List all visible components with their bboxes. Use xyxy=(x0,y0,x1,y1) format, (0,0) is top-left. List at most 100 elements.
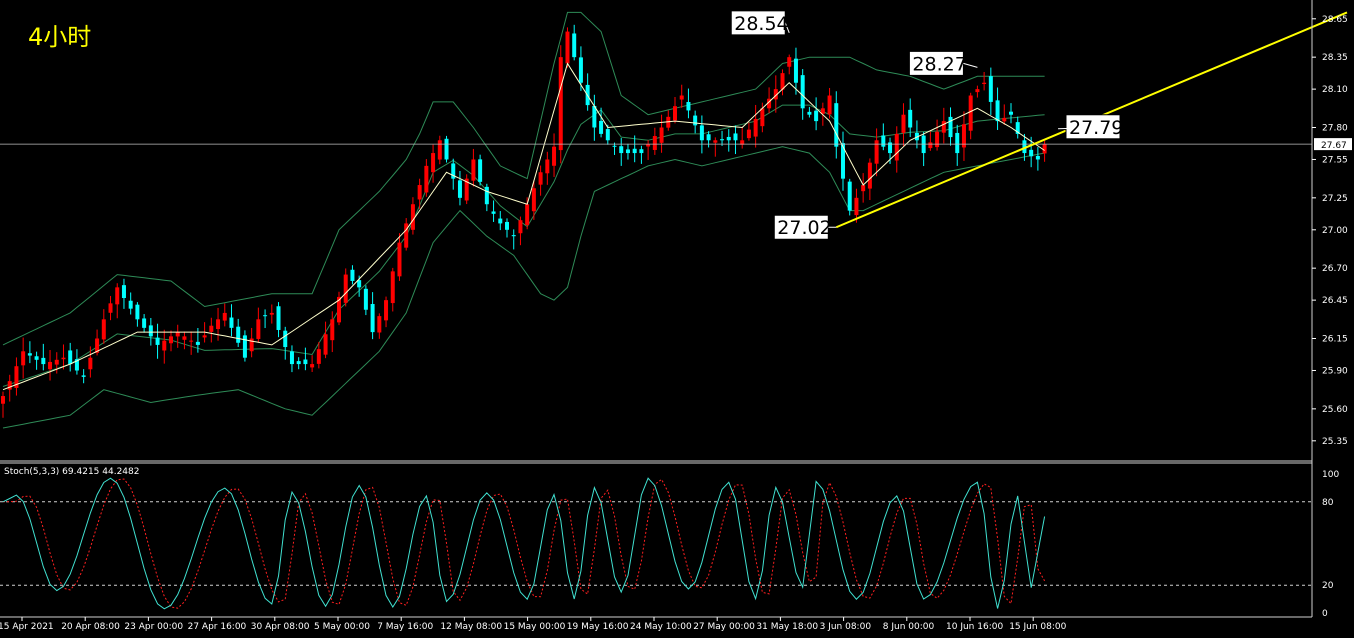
price-callout-label: 27.79 xyxy=(1069,117,1123,139)
price-callout-label: 28.54 xyxy=(734,13,788,35)
candle-body xyxy=(498,218,503,224)
candle-body xyxy=(283,330,288,348)
candle-body xyxy=(800,75,805,109)
candle-body xyxy=(377,316,382,333)
candle-body xyxy=(95,338,100,353)
x-tick-label: 30 Apr 08:00 xyxy=(251,622,310,632)
candle-body xyxy=(276,306,281,330)
candle-body xyxy=(457,180,462,198)
candle-body xyxy=(14,366,19,388)
candle-body xyxy=(81,375,86,377)
y-tick-label: 25.60 xyxy=(1322,405,1348,415)
candle-body xyxy=(807,111,812,115)
candle-body xyxy=(666,116,671,128)
candle-body xyxy=(955,132,960,154)
y-tick-label: 27.80 xyxy=(1322,123,1348,133)
candle-body xyxy=(169,336,173,344)
price-callout-leader xyxy=(1058,126,1121,130)
candle-body xyxy=(713,140,718,143)
stochastic-y-tick-label: 80 xyxy=(1322,498,1334,508)
candle-body xyxy=(289,351,294,365)
candle-body xyxy=(874,140,879,164)
candle-body xyxy=(128,300,133,309)
candle-body xyxy=(48,361,53,370)
candle-body xyxy=(1042,144,1047,154)
candle-body xyxy=(471,159,476,181)
candle-body xyxy=(793,58,798,83)
y-tick-label: 28.65 xyxy=(1322,15,1348,25)
candle-body xyxy=(948,116,953,138)
candle-body xyxy=(525,204,530,226)
candle-body xyxy=(155,337,160,345)
price-callout-leader xyxy=(963,62,978,68)
candle-body xyxy=(404,223,409,248)
x-tick-label: 27 May 00:00 xyxy=(693,622,755,632)
candle-body xyxy=(88,357,93,370)
candle-body xyxy=(847,181,852,211)
candle-body xyxy=(975,89,980,93)
candle-body xyxy=(572,33,577,58)
candle-body xyxy=(216,319,221,330)
candle-body xyxy=(135,304,140,320)
x-tick-label: 20 Apr 08:00 xyxy=(61,622,120,632)
bollinger-lower-line xyxy=(2,146,1045,429)
candle-body xyxy=(54,359,59,365)
candle-body xyxy=(726,136,731,141)
candle-body xyxy=(894,133,899,161)
candle-body xyxy=(625,149,630,154)
candle-body xyxy=(296,361,301,365)
stochastic-title: Stoch(5,3,3) 69.4215 44.2482 xyxy=(4,467,139,477)
candle-body xyxy=(222,312,227,321)
candle-body xyxy=(511,235,516,237)
candle-body xyxy=(733,133,738,141)
candle-body xyxy=(753,118,758,137)
candle-body xyxy=(679,95,684,100)
candle-body xyxy=(148,325,153,337)
bollinger-middle-line xyxy=(2,104,1045,387)
y-tick-label: 26.45 xyxy=(1322,296,1348,306)
candle-body xyxy=(673,106,677,121)
candle-body xyxy=(908,109,913,128)
candle-body xyxy=(41,357,46,365)
y-tick-label: 27.00 xyxy=(1322,226,1348,236)
x-tick-label: 10 Jun 16:00 xyxy=(946,622,1003,632)
candle-body xyxy=(209,325,214,332)
candle-body xyxy=(444,138,449,160)
bollinger-upper-line xyxy=(2,11,1045,346)
stochastic-main-line xyxy=(2,477,1046,610)
candle-body xyxy=(780,73,785,90)
candle-body xyxy=(565,31,570,64)
candle-body xyxy=(538,172,543,185)
candle-body xyxy=(202,335,207,338)
candle-body xyxy=(767,98,772,109)
price-callout-label: 27.02 xyxy=(777,217,831,239)
candle-body xyxy=(269,312,274,315)
candle-body xyxy=(746,129,751,139)
candle-body xyxy=(592,105,597,128)
candle-body xyxy=(545,159,550,174)
candle-body xyxy=(61,357,66,360)
x-tick-label: 23 Apr 00:00 xyxy=(124,622,183,632)
candle-body xyxy=(350,269,355,281)
stochastic-y-tick-label: 0 xyxy=(1322,609,1328,619)
candle-body xyxy=(68,350,73,365)
candle-body xyxy=(189,340,194,342)
candle-body xyxy=(1015,122,1020,134)
candle-body xyxy=(370,304,375,333)
candle-body xyxy=(424,165,429,193)
candle-body xyxy=(699,125,704,141)
x-tick-label: 24 May 10:00 xyxy=(630,622,692,632)
y-tick-label: 25.35 xyxy=(1322,437,1348,447)
candle-body xyxy=(652,136,657,150)
price-callout-box xyxy=(730,10,786,36)
candle-body xyxy=(881,135,886,147)
candle-body xyxy=(464,178,469,201)
candle-body xyxy=(343,274,348,303)
candle-body xyxy=(363,288,368,310)
current-price-tag xyxy=(1314,138,1352,151)
candle-body xyxy=(787,57,792,67)
candle-body xyxy=(841,143,845,179)
candle-body xyxy=(182,336,187,340)
